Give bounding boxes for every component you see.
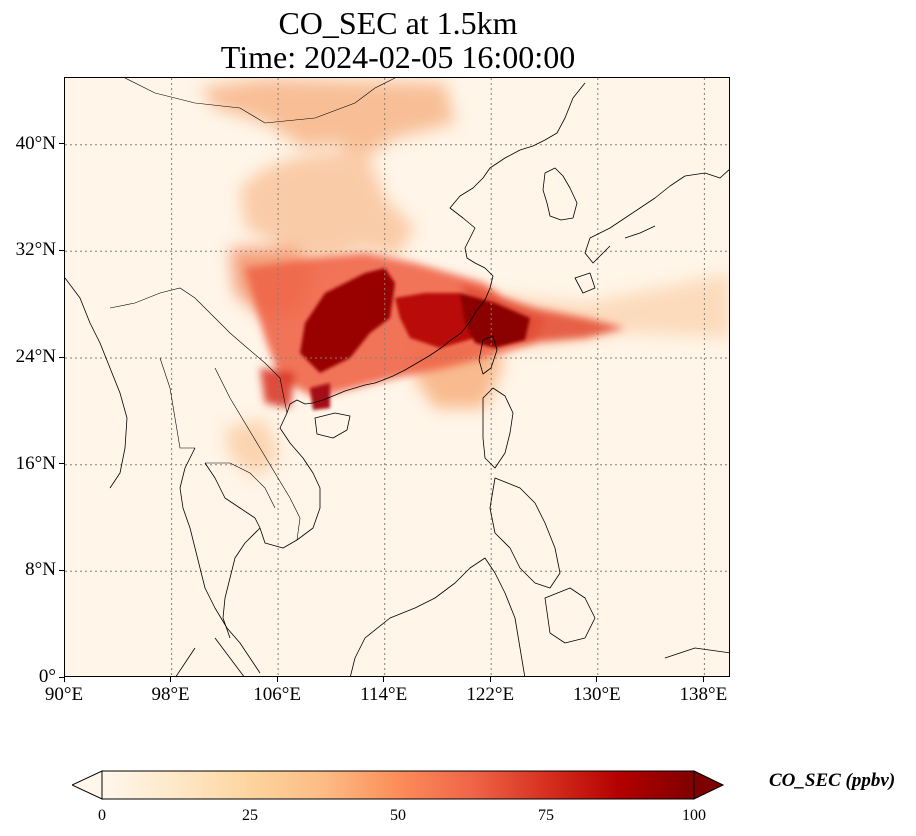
border-north <box>124 78 396 124</box>
border-myanmar-thailand <box>159 357 195 449</box>
plume-north <box>200 78 455 158</box>
y-tick-label: 32°N <box>15 239 56 261</box>
colorbar-extend-max <box>693 770 724 800</box>
y-tick-mark <box>59 143 64 145</box>
colorbar-title: CO_SEC (ppbv) <box>769 770 896 791</box>
y-tick-label: 8°N <box>25 559 56 581</box>
coastlines <box>65 82 729 676</box>
border-china-south <box>109 287 288 414</box>
x-tick-label: 106°E <box>253 684 301 705</box>
plume-guangxi <box>260 368 295 408</box>
coast-taiwan <box>478 335 498 375</box>
border-thailand-cambodia <box>205 462 276 509</box>
x-tick-mark <box>170 677 172 682</box>
colorbar-tick-label: 0 <box>98 807 106 824</box>
plume-indochina <box>225 418 280 478</box>
colorbar-tick-label: 100 <box>682 807 706 824</box>
gridlines <box>65 78 729 676</box>
y-tick-label: 40°N <box>15 132 56 154</box>
border-laos-vietnam <box>214 367 301 541</box>
y-tick-mark <box>59 676 64 678</box>
coast-gulf-thailand <box>222 527 261 639</box>
x-tick-mark <box>63 677 65 682</box>
coast-japan <box>574 169 729 294</box>
coast-philippines-luzon <box>482 387 514 469</box>
map-title: CO_SEC at 1.5km <box>278 5 518 41</box>
coast-borneo <box>350 557 526 676</box>
hotspot-hainan-north <box>310 383 330 410</box>
coast-mindanao <box>544 587 596 644</box>
x-tick-mark <box>383 677 385 682</box>
country-borders <box>109 78 396 541</box>
coast-korea <box>542 167 578 221</box>
coast-hainan <box>314 412 351 439</box>
colorbar <box>72 770 724 800</box>
coast-sumatra-malaya <box>175 637 244 676</box>
plume-central <box>240 148 415 263</box>
y-tick-mark <box>59 249 64 251</box>
colorbar-gradient <box>101 770 695 800</box>
colorbar-tick-label: 75 <box>538 807 554 824</box>
x-tick-label: 122°E <box>466 684 515 705</box>
hotspot-central-china <box>300 268 395 373</box>
map-subtitle: Time: 2024-02-05 16:00:00 <box>220 39 576 75</box>
coast-philippines-south <box>489 477 561 589</box>
y-tick-label: 24°N <box>15 346 56 367</box>
y-tick-mark <box>59 356 64 358</box>
x-tick-mark <box>489 677 491 682</box>
colorbar-tick-label: 25 <box>242 807 258 824</box>
x-tick-label: 138°E <box>679 684 728 705</box>
coast-china-mainland <box>286 82 586 414</box>
x-tick-mark <box>596 677 598 682</box>
coast-indochina <box>179 412 321 674</box>
co-field-high <box>300 268 530 410</box>
y-tick-mark <box>59 463 64 465</box>
coast-myanmar-bay <box>65 277 128 489</box>
x-tick-label: 114°E <box>360 684 408 705</box>
colorbar-extend-min <box>72 770 103 800</box>
map-canvas <box>65 78 729 676</box>
x-tick-mark <box>702 677 704 682</box>
x-tick-label: 98°E <box>151 684 190 705</box>
colorbar-tick-label: 50 <box>390 807 406 824</box>
hotspot-fujian-taiwan <box>460 293 530 348</box>
x-tick-mark <box>276 677 278 682</box>
y-tick-label: 16°N <box>15 452 56 474</box>
x-tick-label: 90°E <box>44 684 84 705</box>
map-panel <box>64 77 730 677</box>
coast-new-guinea <box>664 647 729 659</box>
y-tick-mark <box>59 569 64 571</box>
x-tick-label: 130°E <box>572 684 621 705</box>
y-tick-label: 0° <box>38 666 56 687</box>
